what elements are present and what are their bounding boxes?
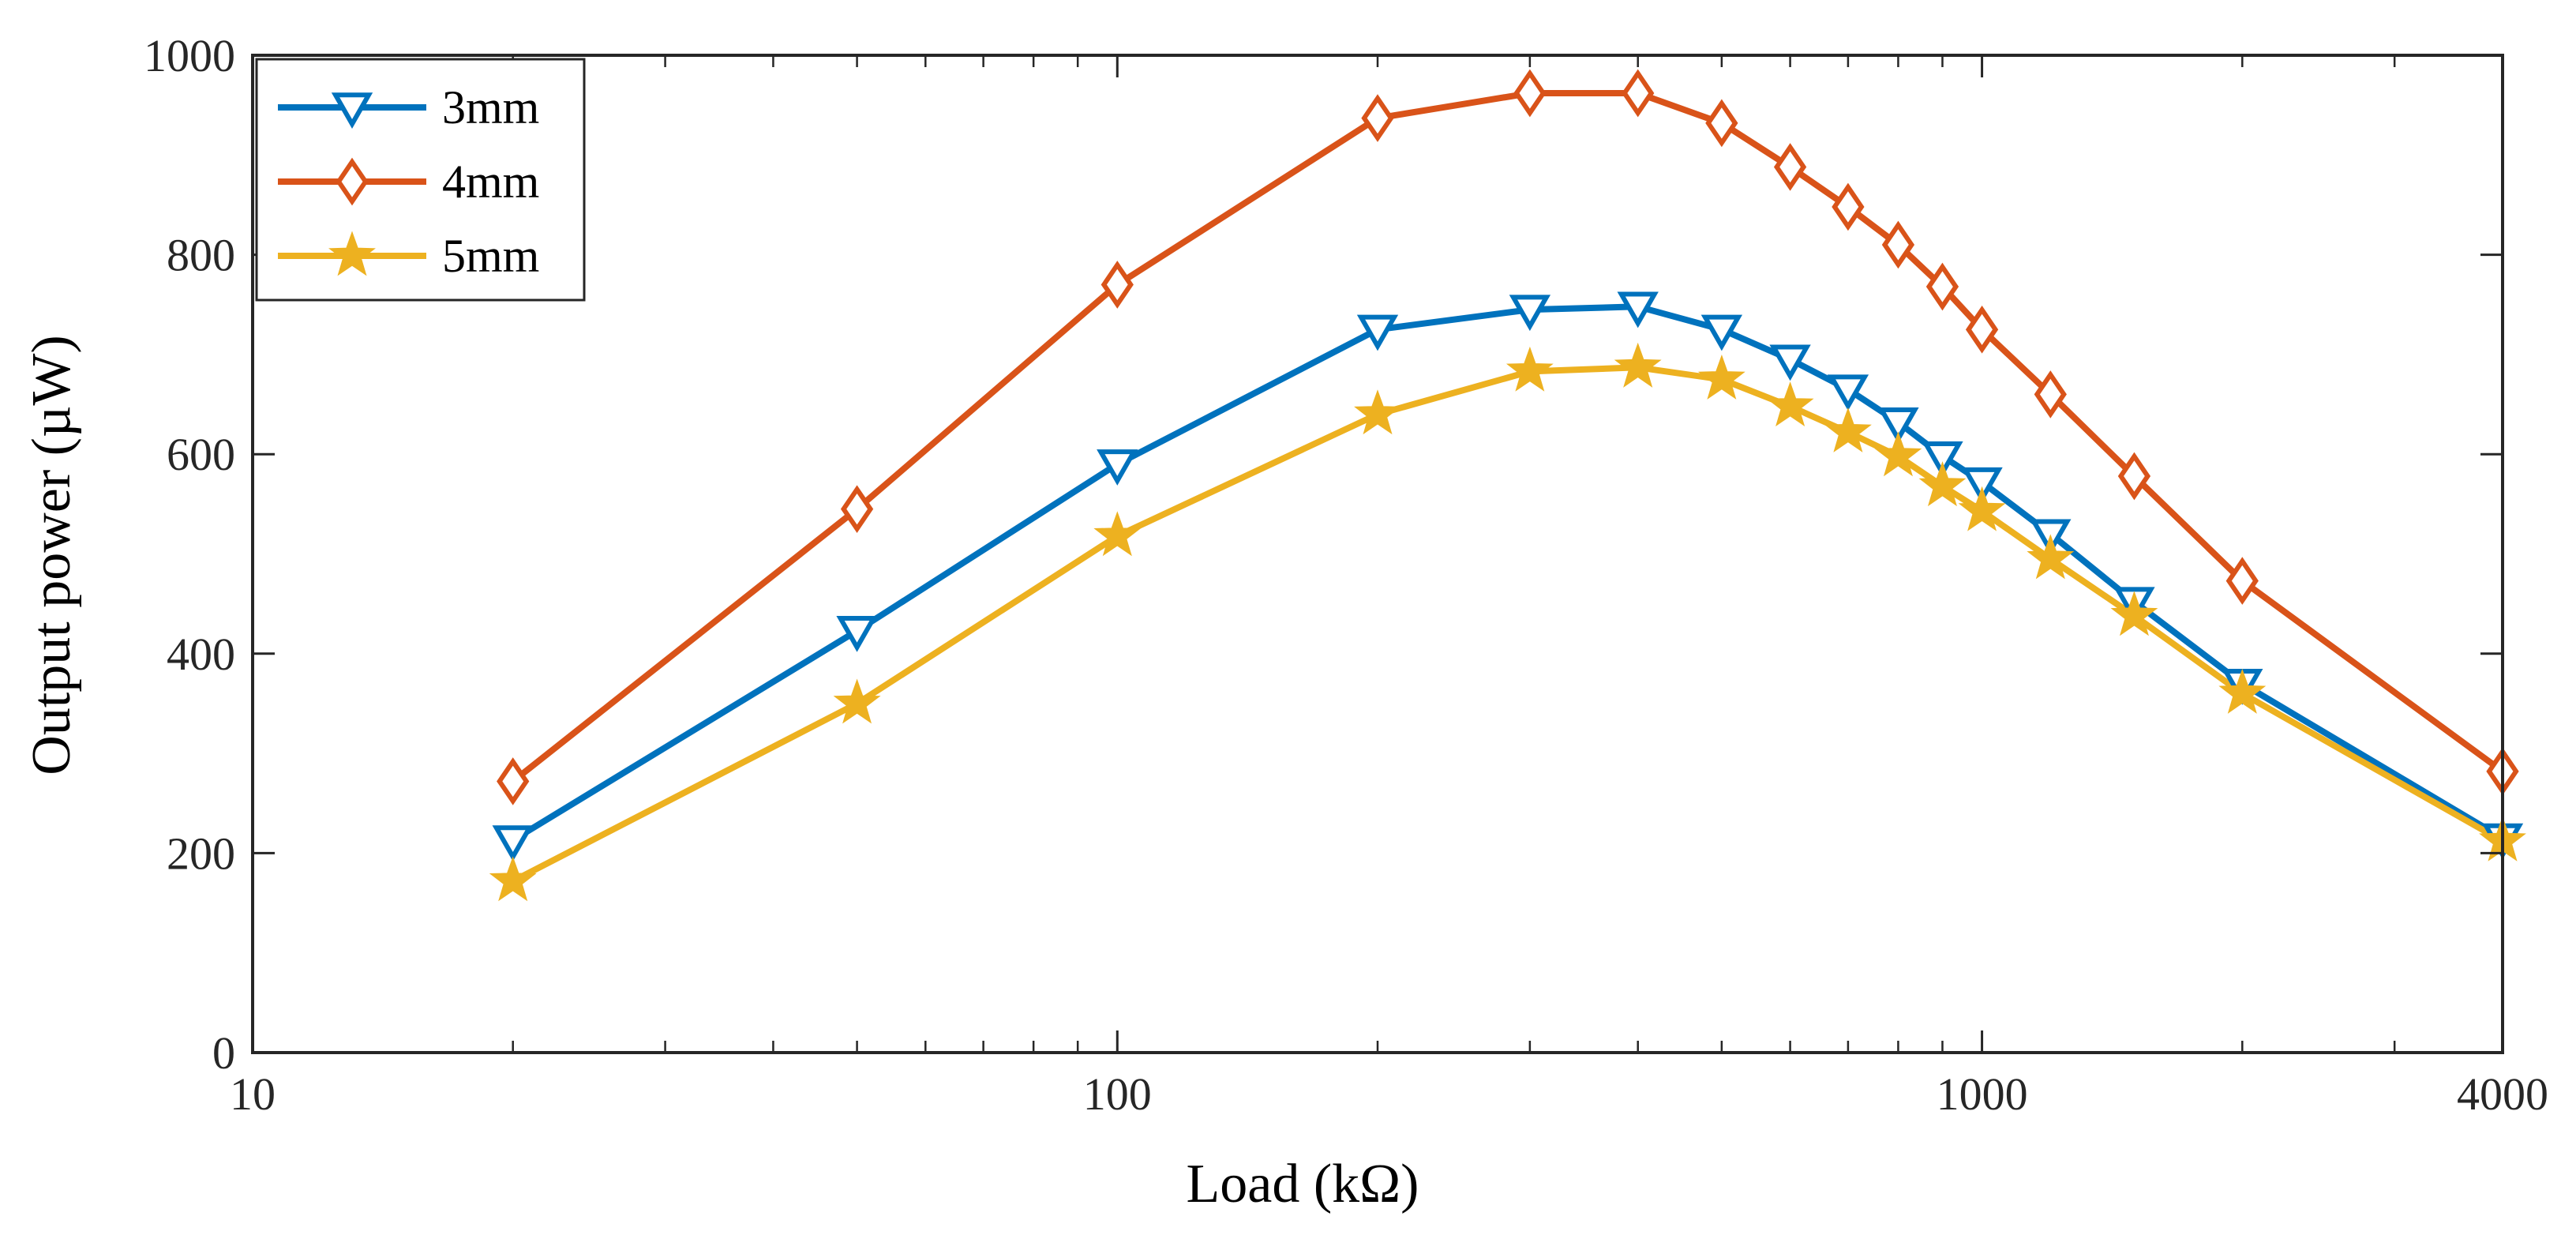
data-point-4mm	[1705, 99, 1738, 148]
data-point-5mm	[1958, 486, 2006, 531]
y-tick-label: 600	[167, 429, 235, 480]
series-line-3mm	[511, 303, 2505, 843]
data-point-4mm	[1101, 261, 1134, 309]
legend-marker-3mm	[331, 92, 373, 130]
x-axis: 10 100 1000 4000	[230, 55, 2548, 1120]
data-point-4mm	[2034, 370, 2067, 419]
data-point-5mm	[2218, 668, 2267, 714]
x-tick-label: 100	[1083, 1068, 1152, 1120]
series-line-5mm	[511, 364, 2504, 884]
data-point-4mm	[497, 757, 530, 805]
data-point-4mm	[2225, 557, 2259, 605]
legend-marker-5mm	[328, 231, 376, 276]
data-point-4mm	[1773, 143, 1807, 191]
y-tick-label: 400	[167, 629, 235, 680]
minor-ticks	[512, 55, 2396, 1053]
plot-area-frame	[251, 54, 2504, 1054]
y-tick-label: 1000	[144, 30, 235, 81]
data-point-4mm	[1361, 94, 1394, 142]
y-axis: 0 200 400 600 800 1000	[144, 30, 2503, 1079]
series-markers	[489, 69, 2526, 902]
y-tick-label: 800	[167, 230, 235, 281]
data-point-5mm	[1505, 346, 1554, 392]
data-point-3mm	[1617, 291, 1659, 328]
data-point-3mm	[492, 825, 534, 862]
data-point-5mm	[1824, 407, 1872, 452]
data-point-3mm	[1700, 314, 1743, 351]
x-axis-title: Load (kΩ)	[1187, 1154, 1419, 1214]
data-point-5mm	[1874, 431, 1922, 477]
data-point-4mm	[1513, 69, 1547, 118]
y-axis-title: Output power (µW)	[21, 335, 82, 775]
data-point-5mm	[1614, 342, 1662, 388]
series-line-4mm	[511, 90, 2505, 784]
data-point-5mm	[2110, 591, 2158, 636]
data-point-4mm	[1881, 220, 1915, 269]
x-tick-label: 10	[230, 1068, 276, 1120]
data-point-3mm	[1827, 374, 1869, 411]
legend-label-3mm: 3mm	[442, 81, 539, 133]
data-point-5mm	[2027, 534, 2075, 580]
data-point-3mm	[1097, 449, 1138, 486]
data-point-4mm	[1832, 182, 1865, 231]
legend: 3mm 4mm 5mm	[255, 58, 586, 302]
legend-label-4mm: 4mm	[442, 156, 539, 208]
data-point-3mm	[1769, 344, 1811, 381]
data-point-3mm	[1961, 467, 2003, 504]
data-point-4mm	[1622, 69, 1655, 118]
y-tick-label: 200	[167, 828, 235, 879]
data-point-4mm	[840, 485, 874, 534]
data-point-5mm	[1354, 389, 1401, 435]
data-point-5mm	[1918, 461, 1967, 507]
data-point-3mm	[1922, 441, 1963, 478]
data-point-5mm	[489, 856, 537, 902]
data-point-5mm	[1093, 511, 1142, 557]
legend-label-5mm: 5mm	[442, 230, 539, 282]
data-point-5mm	[833, 678, 881, 724]
data-point-4mm	[2117, 452, 2151, 501]
x-tick-label: 1000	[1937, 1068, 2028, 1120]
series-lines	[511, 90, 2505, 884]
y-tick-label: 0	[212, 1027, 235, 1079]
data-point-3mm	[1509, 295, 1551, 332]
data-point-5mm	[1766, 381, 1814, 427]
legend-marker-4mm	[336, 157, 369, 206]
data-point-3mm	[836, 616, 878, 652]
data-point-5mm	[1697, 355, 1745, 400]
data-point-3mm	[1356, 314, 1399, 351]
data-point-4mm	[1965, 305, 1999, 354]
data-point-4mm	[1925, 262, 1959, 311]
data-point-3mm	[1877, 407, 1919, 444]
x-tick-label: 4000	[2457, 1068, 2548, 1120]
